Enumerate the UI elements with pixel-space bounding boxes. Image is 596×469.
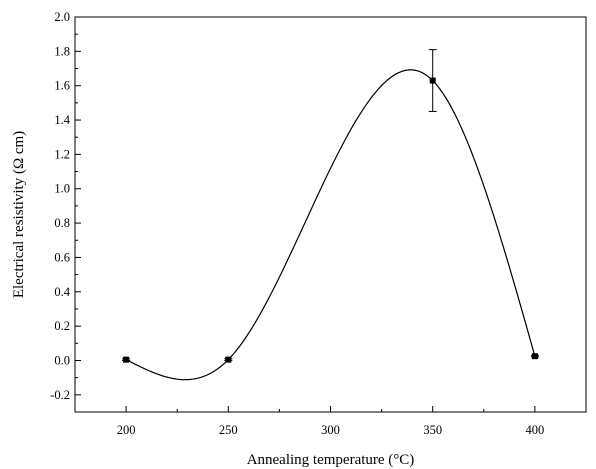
y-tick-label: 1.4: [54, 113, 70, 127]
data-point: [429, 77, 436, 84]
y-tick-label: 1.2: [54, 147, 70, 161]
y-tick-label: -0.2: [50, 388, 70, 402]
y-tick-label: 1.6: [54, 79, 70, 93]
x-tick-label: 250: [219, 423, 238, 437]
y-tick-label: 0.0: [54, 353, 70, 367]
x-tick-label: 400: [526, 423, 545, 437]
x-tick-label: 350: [423, 423, 442, 437]
data-point: [225, 356, 232, 363]
x-tick-label: 300: [321, 423, 340, 437]
x-axis-title: Annealing temperature (°C): [247, 452, 415, 468]
y-tick-label: 0.6: [54, 250, 70, 264]
y-tick-label: 0.4: [54, 285, 70, 299]
plot-frame: [74, 16, 587, 413]
data-point: [123, 356, 130, 363]
y-tick-label: 0.8: [54, 216, 70, 230]
data-point: [531, 353, 538, 360]
y-tick-label: 2.0: [54, 10, 70, 24]
y-tick-label: 1.8: [54, 44, 70, 58]
fit-curve: [125, 69, 536, 381]
y-tick-label: 1.0: [54, 182, 70, 196]
y-axis-title: Electrical resistivity (Ω cm): [11, 131, 27, 298]
plot-area: -0.2 0.0 0.2 0.4 0.6 0.8 1.0 1.2 1.4 1.6 1.8 2.0 200…: [50, 10, 587, 437]
y-tick-label: 0.2: [54, 319, 70, 333]
x-tick-label: 200: [117, 423, 136, 437]
